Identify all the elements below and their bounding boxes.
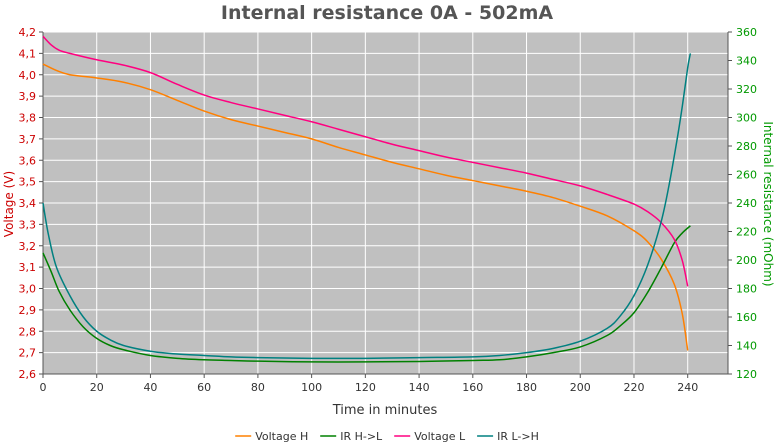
legend-item: IR H->L — [320, 430, 383, 443]
legend-label: IR H->L — [340, 430, 383, 443]
legend-label: IR L->H — [497, 430, 539, 443]
series-lines — [42, 35, 692, 363]
x-tick-label: 240 — [677, 381, 698, 394]
y2-tick-label: 160 — [736, 311, 757, 324]
y2-tick-label: 140 — [736, 340, 757, 353]
y2-tick-label: 220 — [736, 226, 757, 239]
legend-item: Voltage L — [394, 430, 466, 443]
y-tick-label: 2,7 — [19, 347, 37, 360]
y2-tick-label: 300 — [736, 112, 757, 125]
y2-tick-label: 200 — [736, 254, 757, 267]
y-tick-label: 4,0 — [19, 69, 37, 82]
y-tick-label: 3,4 — [19, 197, 37, 210]
y-tick-label: 3,7 — [19, 133, 37, 146]
legend: Voltage H IR H->L Voltage L IR L->H — [235, 430, 539, 443]
y-tick-label: 2,8 — [19, 325, 37, 338]
y2-axis-label: Internal resistance (mOhm) — [761, 121, 774, 286]
y2-tick-label: 320 — [736, 83, 757, 96]
y-tick-label: 3,6 — [19, 154, 37, 167]
x-tick-label: 20 — [90, 381, 104, 394]
y-tick-label: 3,3 — [19, 218, 37, 231]
x-tick-label: 0 — [40, 381, 47, 394]
y2-tick-label: 360 — [736, 26, 757, 39]
series-line-ir-h-l — [42, 225, 691, 363]
y2-tick-label: 340 — [736, 55, 757, 68]
y-tick-label: 3,2 — [19, 240, 37, 253]
series-line-ir-l-h — [42, 53, 692, 360]
y-tick-label: 2,9 — [19, 304, 37, 317]
x-tick-label: 80 — [251, 381, 265, 394]
y-tick-label: 3,5 — [19, 176, 37, 189]
y-tick-label: 3,0 — [19, 283, 37, 296]
y-tick-label: 2,6 — [19, 368, 37, 381]
y-tick-label: 3,9 — [19, 90, 37, 103]
legend-item: Voltage H — [235, 430, 308, 443]
x-tick-label: 100 — [301, 381, 322, 394]
series-line-voltage-l — [42, 35, 689, 287]
x-tick-label: 40 — [143, 381, 157, 394]
y2-tick-label: 280 — [736, 140, 757, 153]
y2-tick-label: 120 — [736, 368, 757, 381]
y-tick-label: 3,8 — [19, 112, 37, 125]
y-tick-label: 4,2 — [19, 26, 37, 39]
x-tick-label: 140 — [409, 381, 430, 394]
y2-tick-label: 240 — [736, 197, 757, 210]
y2-tick-label: 260 — [736, 169, 757, 182]
y-tick-label: 4,1 — [19, 47, 37, 60]
legend-label: Voltage H — [255, 430, 308, 443]
y-tick-label: 3,1 — [19, 261, 37, 274]
y2-tick-label: 180 — [736, 283, 757, 296]
x-tick-label: 120 — [355, 381, 376, 394]
legend-item: IR L->H — [477, 430, 539, 443]
series-line-voltage-h — [42, 63, 689, 351]
x-axis-label: Time in minutes — [332, 403, 438, 418]
axes: 0 20 40 60 80 100 120 140 160 180 200 220 240 2,6 2,7 2… — [19, 26, 758, 394]
x-tick-label: 200 — [570, 381, 591, 394]
x-tick-label: 60 — [197, 381, 211, 394]
x-tick-label: 160 — [462, 381, 483, 394]
chart-title: Internal resistance 0A - 502mA — [221, 2, 553, 24]
x-tick-label: 220 — [623, 381, 644, 394]
legend-label: Voltage L — [414, 430, 466, 443]
x-tick-label: 180 — [516, 381, 537, 394]
y-axis-label: Voltage (V) — [2, 171, 16, 237]
